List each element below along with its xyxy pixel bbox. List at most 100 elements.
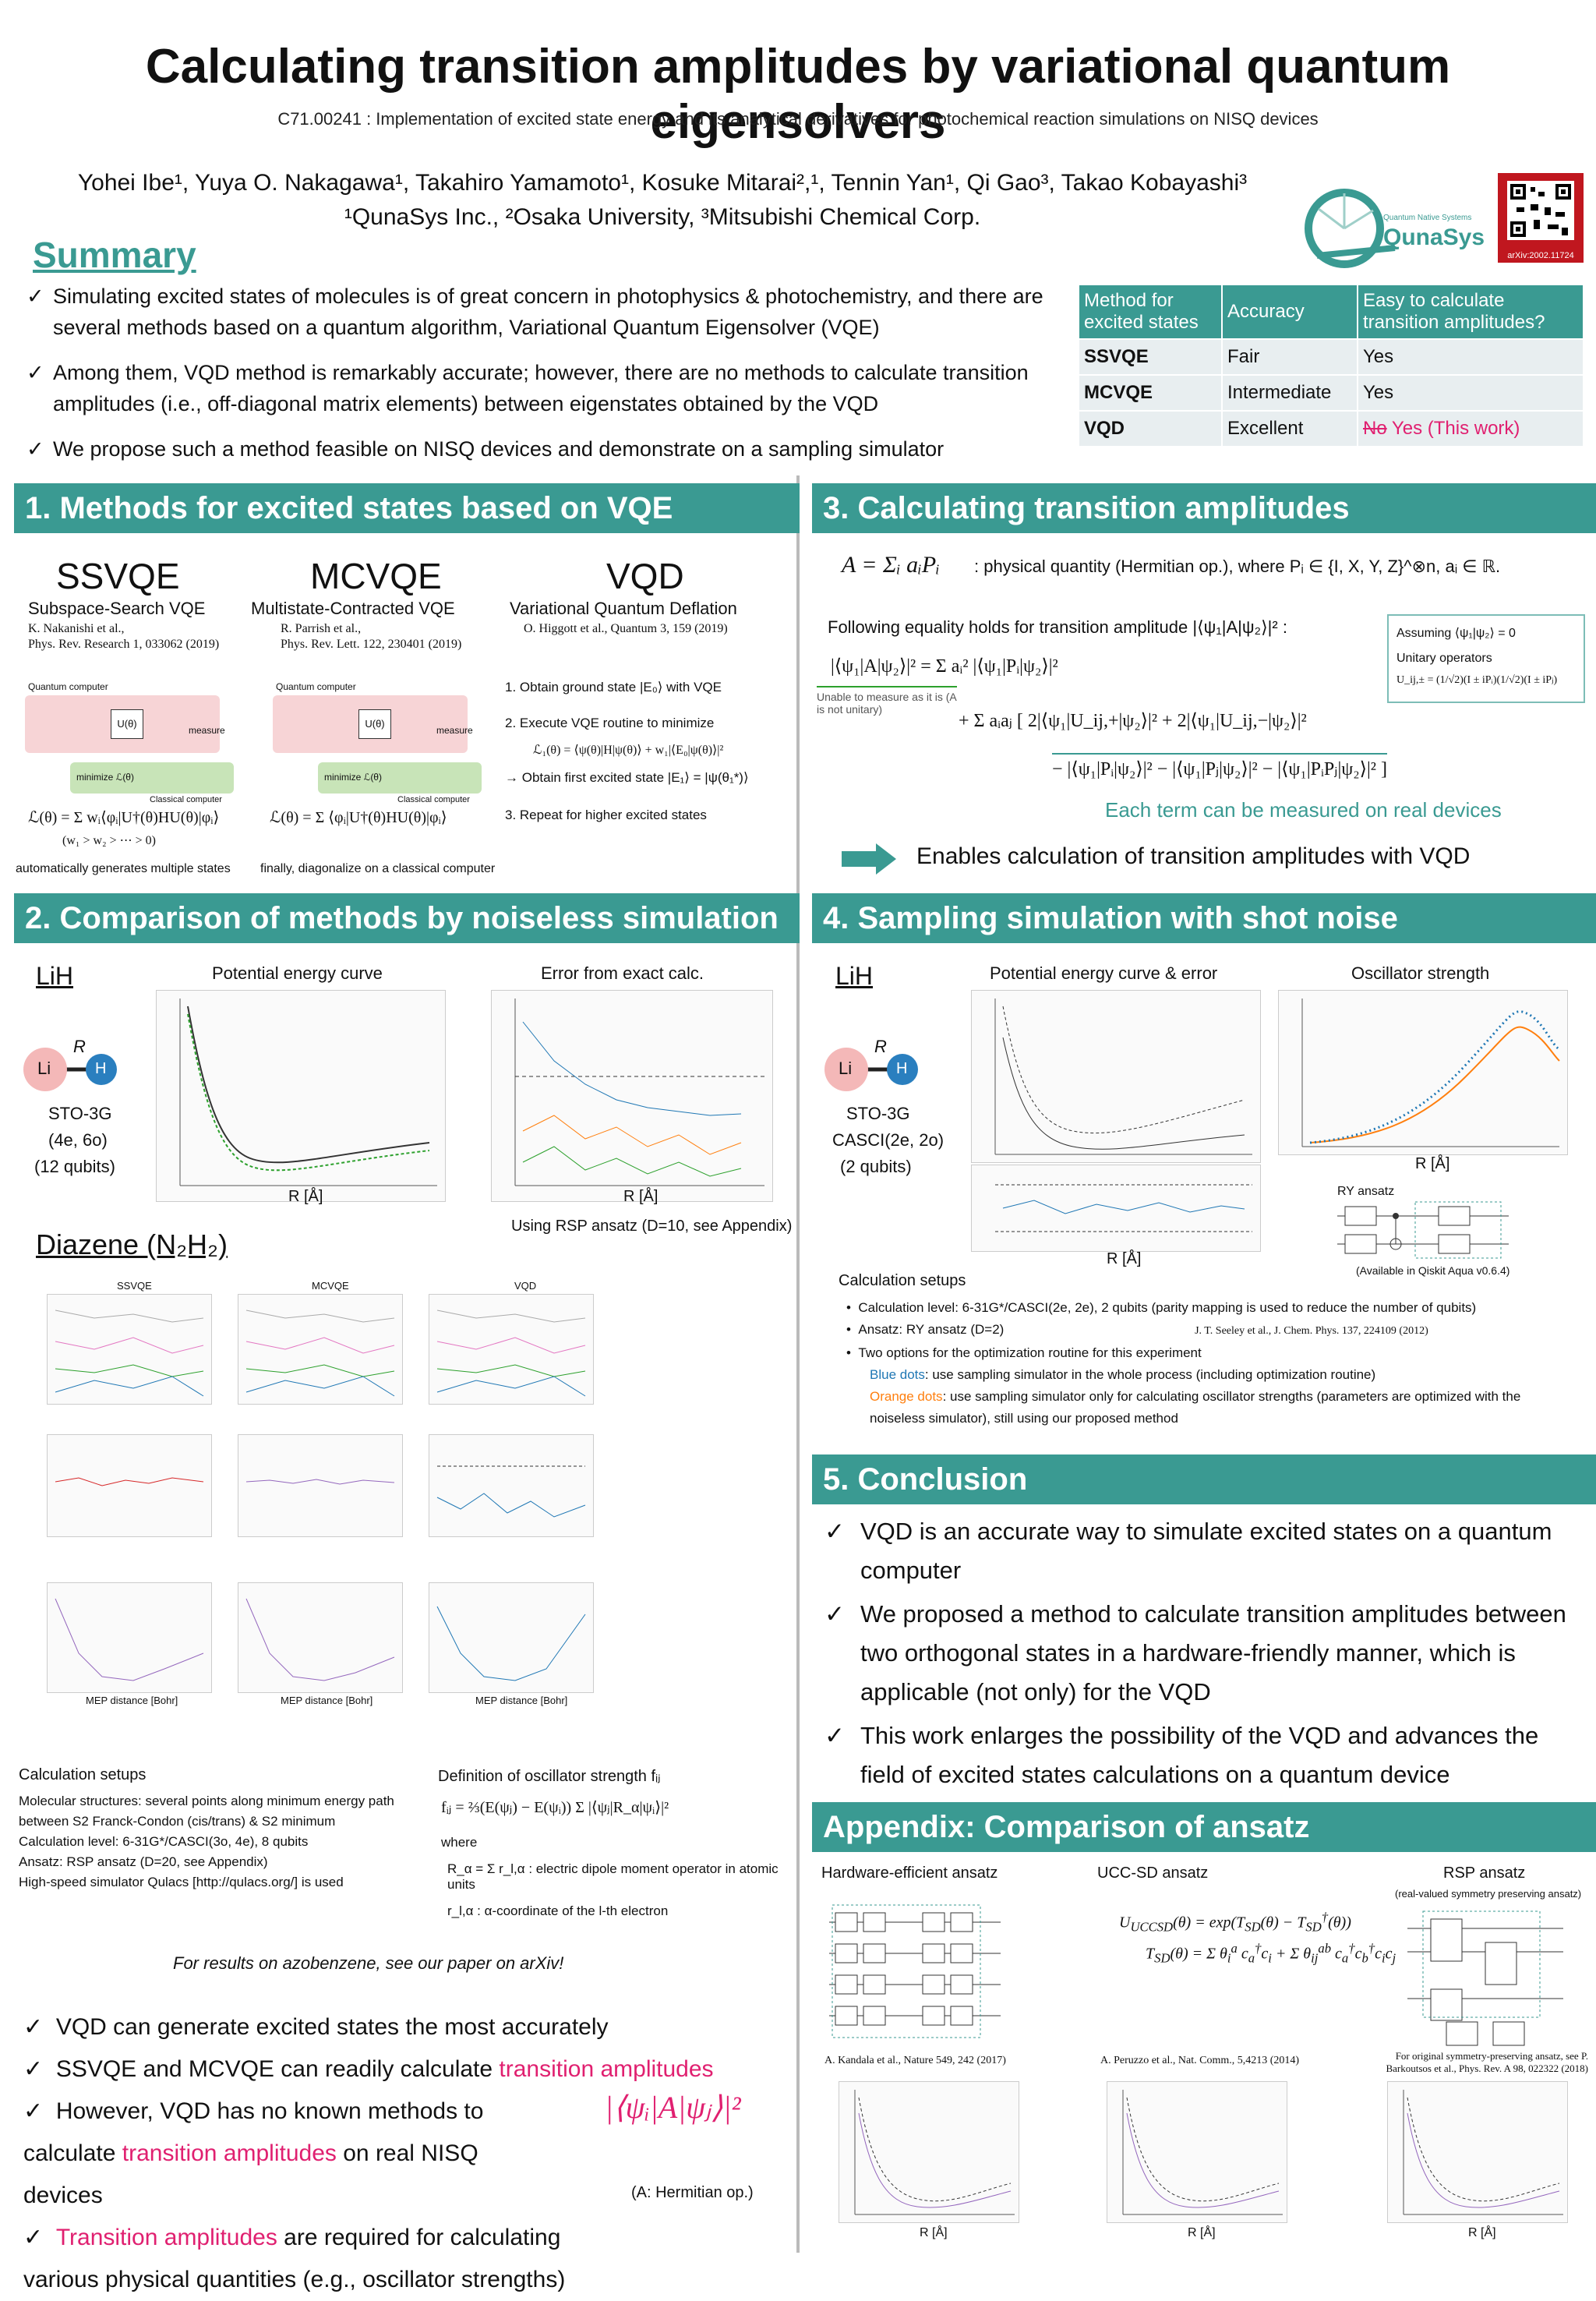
rsp-circuit [1407, 1910, 1563, 2046]
uccsd-eq: UUCCSD(θ) = exp(TSD(θ) − TSD†(θ)) [1119, 1910, 1351, 1935]
qr-pattern [1507, 181, 1574, 240]
diazene-energy-ssvqe [47, 1294, 212, 1405]
bond-label: R [73, 1037, 86, 1056]
method-name: SSVQE [56, 556, 180, 596]
method-ref: Phys. Rev. Lett. 122, 230401 (2019) [281, 638, 462, 651]
list-item: High-speed simulator Qulacs [http://qula… [19, 1875, 344, 1889]
list-item: Blue dots: use sampling simulator in the… [870, 1367, 1376, 1382]
x-axis-label: R [Å] [1415, 1155, 1450, 1172]
list-item: Calculation level: 6-31G*/CASCI(3o, 4e),… [19, 1834, 309, 1849]
measure-label: measure [189, 725, 225, 736]
panel-title: SSVQE [117, 1280, 152, 1292]
x-axis-label: R [Å] [1107, 1250, 1142, 1267]
unitary-label: Unitary operators [1396, 652, 1492, 665]
arxiv-id: arXiv:2002.11724 [1507, 251, 1574, 260]
pec-error-chart [971, 1165, 1261, 1252]
vqd-step: 1. Obtain ground state |E₀⟩ with VQE [505, 680, 722, 695]
setups-list: Molecular structures: several points alo… [19, 1791, 432, 1893]
list-item: Molecular structures: several points alo… [19, 1794, 394, 1829]
qr-code[interactable]: arXiv:2002.11724 [1498, 173, 1584, 263]
unitary-gate: U(θ) [111, 709, 143, 739]
h-atom: H [95, 1060, 107, 1077]
rl-def: r_l,α : α-coordinate of the l-th electro… [447, 1903, 669, 1918]
qc-label: Quantum computer [28, 681, 108, 692]
qubit-count: (2 qubits) [840, 1157, 912, 1176]
table-row: SSVQE Fair Yes [1078, 338, 1584, 376]
check-icon: ✓ [26, 285, 44, 308]
mcvqe-formula: ℒ(θ) = Σ ⟨φᵢ|U†(θ)HU(θ)|φᵢ⟩ [270, 809, 447, 826]
classical-box [318, 762, 482, 794]
panel-title: MCVQE [312, 1280, 349, 1292]
ansatz-ref: A. Kandala et al., Nature 549, 242 (2017… [824, 2055, 1006, 2066]
ssvqe-condition: (w₁ > w₂ > ⋯ > 0) [62, 834, 156, 847]
appendix-chart-hwe [839, 2081, 1019, 2223]
list-item: ✓ However, VQD has no known methods to c… [23, 2098, 484, 2208]
enables-text: Enables calculation of transition amplit… [916, 843, 1471, 869]
lhs-eq: |⟨ψ₁|A|ψ₂⟩|² = Σ aᵢ² |⟨ψ₁|Pᵢ|ψ₂⟩|² [831, 656, 1058, 677]
chart-title: Oscillator strength [1351, 963, 1490, 983]
ansatz-title: RSP ansatz [1443, 1864, 1526, 1882]
diazene-osc-mcvqe [238, 1582, 403, 1693]
ansatz-title: UCC-SD ansatz [1097, 1864, 1209, 1882]
this-work-answer: Yes (This work) [1391, 418, 1520, 439]
lih-molecule: Li H R [22, 1037, 123, 1094]
vqd-cost: ℒ₁(θ) = ⟨ψ(θ)|H|ψ(θ)⟩ + w₁|⟨E₀|ψ(θ)⟩|² [533, 744, 724, 757]
lih-label: LiH [36, 962, 74, 990]
section-heading: 5. Conclusion [812, 1454, 1596, 1504]
active-space: (4e, 6o) [48, 1130, 108, 1150]
vqd-step: → Obtain first excited state |E₁⟩ = |ψ(θ… [505, 770, 749, 785]
setups-title: Calculation setups [839, 1272, 966, 1289]
list-item: ✓ Transition amplitudes are required for… [23, 2225, 566, 2292]
x-axis-label: R [Å] [1188, 2226, 1216, 2239]
method-fullname: Variational Quantum Deflation [510, 599, 737, 618]
method-name: MCVQE [310, 556, 442, 596]
qubit-count: (12 qubits) [34, 1157, 115, 1176]
method-comparison-table: Method for excited states Accuracy Easy … [1078, 284, 1584, 447]
table-cell: Excellent [1221, 410, 1358, 447]
x-axis-label: R [Å] [623, 1188, 659, 1205]
x-axis-label: R [Å] [288, 1188, 323, 1205]
diazene-osc-vqd [429, 1582, 594, 1693]
list-item: ✓ This work enlarges the possibility of t… [824, 1722, 1539, 1788]
eq-a: A = Σᵢ aᵢPᵢ [842, 552, 940, 578]
table-header: Accuracy [1221, 284, 1358, 340]
ansatz-title: Hardware-efficient ansatz [821, 1864, 998, 1882]
where-label: where [441, 1835, 478, 1850]
rhs-eq-2: − |⟨ψ₁|Pᵢ|ψ₂⟩|² − |⟨ψ₁|Pⱼ|ψ₂⟩|² − |⟨ψ₁|P… [1052, 753, 1387, 780]
ry-label: RY ansatz [1337, 1185, 1395, 1198]
table-row: MCVQE Intermediate Yes [1078, 374, 1584, 412]
hwe-circuit [829, 1904, 1001, 2038]
logo-tagline: Quantum Native Systems [1383, 214, 1472, 222]
list-item: Orange dots: use sampling simulator only… [870, 1389, 1521, 1426]
section-heading: 3. Calculating transition amplitudes [812, 483, 1596, 533]
table-cell: Intermediate [1221, 374, 1358, 412]
diazene-energy-vqd [429, 1294, 594, 1405]
table-cell: Fair [1221, 338, 1358, 376]
unitary-gate: U(θ) [358, 709, 391, 739]
tsd-eq: TSD(θ) = Σ θia ca†ci + Σ θijab ca†cb†cic… [1146, 1941, 1396, 1966]
h-atom: H [896, 1060, 908, 1077]
right-arrow-icon [842, 843, 896, 878]
x-axis-label: MEP distance [Bohr] [475, 1695, 568, 1706]
osc-def-title: Definition of oscillator strength fᵢⱼ [438, 1768, 661, 1785]
chart-title: Error from exact calc. [541, 963, 704, 983]
measured-note: Each term can be measured on real device… [1105, 798, 1502, 822]
mcvqe-note: finally, diagonalize on a classical comp… [260, 862, 496, 875]
section-heading: 1. Methods for excited states based on V… [14, 483, 800, 533]
basis: STO-3G [846, 1104, 910, 1123]
table-cell: Yes [1357, 374, 1584, 412]
ssvqe-note: automatically generates multiple states [16, 862, 231, 875]
rhs-eq-1: + Σ aᵢaⱼ [ 2|⟨ψ₁|U_ij,+|ψ₂⟩|² + 2|⟨ψ₁|U_… [959, 711, 1307, 731]
appendix-chart-rsp [1387, 2081, 1568, 2223]
list-item: ✓ VQD can generate excited states the mo… [23, 2014, 609, 2040]
ansatz-subtitle: (real-valued symmetry preserving ansatz) [1395, 1888, 1582, 1900]
azobenzene-note: For results on azobenzene, see our paper… [173, 1953, 564, 1973]
method-ref: R. Parrish et al., [281, 622, 362, 635]
classical-box [70, 762, 234, 794]
pec-sampling-chart [971, 990, 1261, 1163]
following-text: Following equality holds for transition … [828, 617, 1287, 637]
unable-note: Unable to measure as it is (A is not uni… [817, 686, 957, 716]
qiskit-note: (Available in Qiskit Aqua v0.6.4) [1356, 1264, 1510, 1277]
lih-molecule: Li H R [823, 1037, 924, 1094]
minimize-label: minimize ℒ(θ) [76, 772, 134, 783]
